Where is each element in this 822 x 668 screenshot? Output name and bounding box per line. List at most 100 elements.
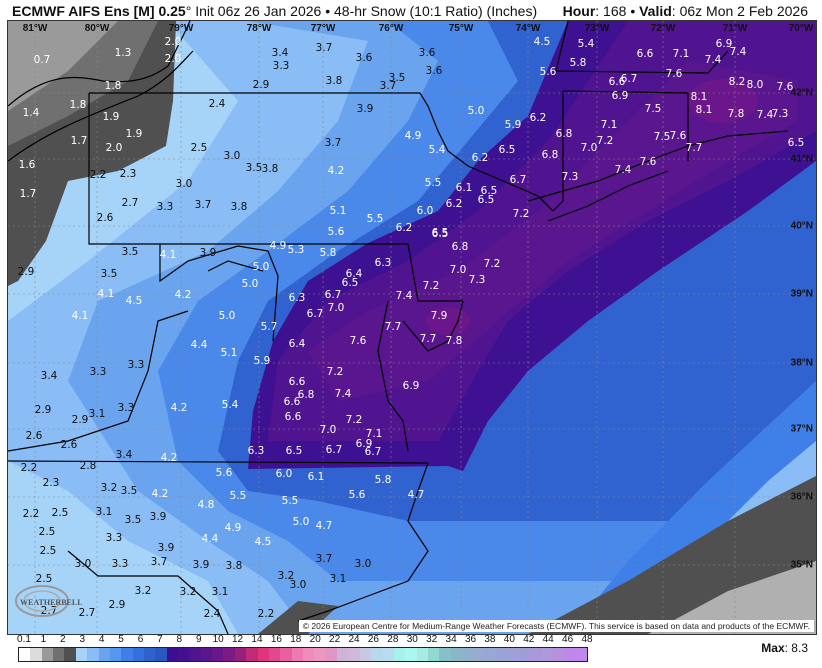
snowfall-value-label: 6.3 <box>374 257 392 269</box>
snowfall-value-label: 1.3 <box>114 47 132 59</box>
snowfall-value-label: 7.2 <box>326 366 344 378</box>
degree: ° <box>185 3 192 19</box>
snowfall-value-label: 2.9 <box>34 404 52 416</box>
colorbar-tick-label: 14 <box>251 634 263 645</box>
snowfall-value-label: 6.9 <box>611 90 629 102</box>
colorbar-swatch <box>280 648 292 661</box>
snowfall-value-label: 1.9 <box>102 111 120 123</box>
snowfall-value-label: 6.9 <box>715 38 733 50</box>
title: ECMWF AIFS Ens [M] 0.25° Init 06z 26 Jan… <box>12 1 537 21</box>
longitude-label: 77°W <box>310 23 336 34</box>
snowfall-value-label: 4.1 <box>159 249 177 261</box>
colorbar-tick-label: 46 <box>562 634 574 645</box>
snowfall-value-label: 3.3 <box>111 558 129 570</box>
state-borders <box>8 21 789 634</box>
snowfall-value-label: 6.5 <box>498 144 516 156</box>
snowfall-value-label: 5.4 <box>577 38 595 50</box>
snowfall-value-label: 4.9 <box>404 130 422 142</box>
colorbar-swatch <box>439 648 451 661</box>
colorbar <box>18 647 588 662</box>
colorbar-swatch <box>359 648 372 661</box>
colorbar-swatch <box>109 648 122 661</box>
snowfall-value-label: 2.4 <box>208 98 226 110</box>
snowfall-value-label: 7.2 <box>596 135 614 147</box>
colorbar-swatch <box>564 648 576 661</box>
snowfall-value-label: 3.2 <box>134 585 152 597</box>
snowfall-value-label: 4.7 <box>407 489 425 501</box>
snowfall-value-label: 2.7 <box>121 197 139 209</box>
snowfall-value-label: 5.6 <box>327 226 345 238</box>
valid-label: Valid <box>639 3 672 19</box>
snowfall-value-label: 5.5 <box>366 213 384 225</box>
snowfall-value-label: 6.1 <box>455 182 473 194</box>
snowfall-value-label: 4.2 <box>174 289 192 301</box>
snowfall-value-label: 3.4 <box>40 370 58 382</box>
snowfall-value-label: 7.2 <box>483 258 501 270</box>
colorbar-swatch <box>552 648 565 661</box>
snowfall-value-label: 6.2 <box>445 198 463 210</box>
snowfall-value-label: 7.6 <box>665 68 683 80</box>
snowfall-value-label: 7.1 <box>672 48 690 60</box>
snowfall-value-label: 5.5 <box>229 490 247 502</box>
valid-info: Hour: 168 • Valid: 06z Mon 2 Feb 2026 <box>563 1 808 21</box>
snowfall-value-label: 8.0 <box>746 79 764 91</box>
latitude-label: 38°N <box>790 357 813 369</box>
snowfall-value-label: 6.6 <box>288 376 306 388</box>
longitude-label: 78°W <box>246 23 272 34</box>
snowfall-value-label: 3.7 <box>315 42 333 54</box>
colorbar-tick-label: 0.1 <box>17 634 31 645</box>
snowfall-value-label: 7.2 <box>512 208 530 220</box>
snowfall-value-label: 3.1 <box>329 573 347 585</box>
colorbar-swatch <box>393 648 406 661</box>
colorbar-swatch <box>427 648 440 661</box>
snowfall-value-label: 5.8 <box>569 57 587 69</box>
snowfall-value-label: 3.9 <box>149 511 167 523</box>
snowfall-value-label: 7.1 <box>600 119 618 131</box>
snowfall-value-label: 8.1 <box>690 91 708 103</box>
snowfall-value-label: 5.0 <box>241 278 259 290</box>
longitude-label: 79°W <box>168 23 194 34</box>
snowfall-value-label: 6.5 <box>477 194 495 206</box>
snowfall-value-label: 2.9 <box>17 266 35 278</box>
snowfall-value-label: 7.0 <box>449 264 467 276</box>
snowfall-value-label: 3.7 <box>194 199 212 211</box>
snowfall-value-label: 6.4 <box>345 268 363 280</box>
colorbar-swatch <box>53 648 65 661</box>
snowfall-value-label: 5.0 <box>467 105 485 117</box>
colorbar-swatch <box>348 648 360 661</box>
snowfall-value-label: 5.6 <box>348 489 366 501</box>
snowfall-value-label: 3.7 <box>379 80 397 92</box>
latitude-label: 37°N <box>790 423 813 435</box>
contour-max <box>426 307 470 335</box>
colorbar-swatch <box>484 648 497 661</box>
colorbar-swatch <box>337 648 349 661</box>
snowfall-value-label: 5.4 <box>221 399 239 411</box>
snowfall-value-label: 2.9 <box>108 599 126 611</box>
snowfall-value-label: 2.2 <box>257 608 275 620</box>
snowfall-value-label: 6.6 <box>283 396 301 408</box>
colorbar-swatch <box>575 648 587 661</box>
snowfall-value-label: 1.8 <box>69 99 87 111</box>
colorbar-swatch <box>416 648 428 661</box>
snowfall-value-label: 6.5 <box>480 185 498 197</box>
snowfall-value-label: 2.4 <box>203 608 221 620</box>
colorbar-tick-label: 16 <box>270 634 282 645</box>
colorbar-tick-label: 12 <box>231 634 244 645</box>
colorbar-tick-label: 2 <box>60 634 66 645</box>
colorbar-swatch <box>496 648 508 661</box>
snowfall-value-label: 1.9 <box>125 128 143 140</box>
colorbar-swatch <box>507 648 519 661</box>
colorbar-tick-label: 4 <box>98 634 105 645</box>
snowfall-value-label: 2.6 <box>25 430 43 442</box>
colorbar-swatch <box>155 648 167 661</box>
snowfall-value-label: 3.4 <box>115 449 133 461</box>
snowfall-value-label: 2.0 <box>164 36 182 48</box>
snowfall-value-label: 5.0 <box>252 261 270 273</box>
snowfall-value-label: 2.5 <box>39 545 57 557</box>
contour-grey-light <box>8 21 118 111</box>
colorbar-tick-label: 1 <box>40 634 47 645</box>
snowfall-value-label: 6.3 <box>288 292 306 304</box>
contour-layer <box>8 21 816 634</box>
colorbar-tick-label: 20 <box>309 634 321 645</box>
colorbar-tick-label: 26 <box>367 634 379 645</box>
